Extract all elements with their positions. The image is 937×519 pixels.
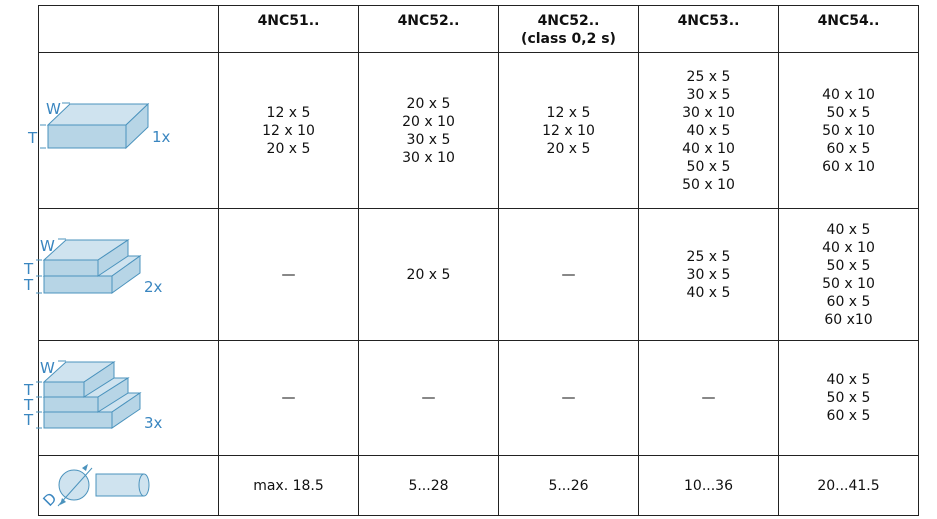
cell-line: 25 x 5: [686, 248, 731, 265]
table-cell: 40 x 5 40 x 10 50 x 5 50 x 10 60 x 5 60 x10: [778, 208, 919, 341]
cell-line: 12 x 5: [546, 104, 591, 121]
table-cell: —: [218, 208, 359, 341]
cell-line: 60 x 10: [822, 158, 875, 175]
table-cell: 40 x 10 50 x 5 50 x 10 60 x 5 60 x 10: [778, 52, 919, 209]
cell-line: 12 x 10: [542, 122, 595, 139]
cell-line: 12 x 10: [262, 122, 315, 139]
cell-line: 12 x 5: [266, 104, 311, 121]
cell-line: 20 x 5: [546, 140, 591, 157]
cell-line: 40 x 5: [686, 284, 731, 301]
cell-line: —: [421, 390, 436, 406]
cell-line: —: [561, 266, 576, 283]
cell-line: 40 x 5: [826, 221, 871, 238]
cell-line: 40 x 5: [826, 372, 871, 388]
width-label: W: [46, 100, 61, 118]
cell-line: 20...41.5: [817, 477, 880, 494]
cell-line: 60 x 5: [826, 293, 871, 310]
cell-line: —: [281, 266, 296, 283]
table-cell: —: [218, 340, 359, 456]
cell-line: 40 x 10: [682, 140, 735, 157]
cell-line: 20 x 5: [266, 140, 311, 157]
cell-line: —: [561, 390, 576, 406]
table-cell: —: [638, 340, 779, 456]
cell-line: 40 x 10: [822, 86, 875, 103]
column-name: 4NC54..: [817, 13, 880, 29]
cell-line: 60 x 5: [826, 408, 871, 424]
cell-line: 30 x 10: [402, 149, 455, 166]
cell-line: max. 18.5: [253, 477, 324, 494]
cell-line: 40 x 5: [686, 122, 731, 139]
table-cell: max. 18.5: [218, 455, 359, 516]
cell-line: 50 x 10: [682, 176, 735, 193]
table-cell: 5...26: [498, 455, 639, 516]
column-name: 4NC52..: [537, 13, 600, 29]
cell-line: 5...28: [408, 477, 449, 494]
column-header: 4NC52.. (class 0,2 s): [498, 5, 639, 53]
width-label: W: [40, 359, 55, 377]
cell-line: 30 x 5: [686, 86, 731, 103]
icon-3x: W T T T 3x: [23, 359, 163, 432]
table-cell: 5...28: [358, 455, 499, 516]
icon-1x: W T 1x: [27, 100, 171, 150]
column-header: 4NC54..: [778, 5, 919, 53]
cell-line: 60 x10: [824, 311, 873, 328]
column-name: 4NC52..: [397, 13, 460, 29]
table-cell: —: [498, 208, 639, 341]
icon-diameter: D: [40, 464, 150, 510]
cell-line: 50 x 5: [826, 257, 871, 274]
column-name: 4NC51..: [257, 13, 320, 29]
cell-line: 50 x 5: [686, 158, 731, 175]
table-cell: 10...36: [638, 455, 779, 516]
count-label: 2x: [144, 278, 163, 296]
count-label: 3x: [144, 414, 163, 432]
column-note: (class 0,2 s): [521, 31, 616, 47]
icon-2x: W T T 2x: [23, 237, 163, 296]
thickness-label: T: [23, 381, 34, 399]
thickness-label: T: [23, 276, 34, 294]
width-label: W: [40, 237, 55, 255]
cell-line: 5...26: [548, 477, 589, 494]
cell-line: 20 x 10: [402, 113, 455, 130]
cell-line: 60 x 5: [826, 140, 871, 157]
cell-line: —: [701, 390, 716, 406]
table-cell: 20...41.5: [778, 455, 919, 516]
thickness-label: T: [27, 129, 38, 147]
table-cell: 40 x 5 50 x 5 60 x 5: [778, 340, 919, 456]
cell-line: 50 x 10: [822, 122, 875, 139]
table-row: — — — — 40 x 5 50 x 5 60 x 5: [38, 340, 919, 456]
table-row: max. 18.5 5...28 5...26 10...36 20...41.5: [38, 455, 919, 516]
table-cell: 25 x 5 30 x 5 30 x 10 40 x 5 40 x 10 50 x 5 50…: [638, 52, 779, 209]
thickness-label: T: [23, 411, 34, 429]
thickness-label: T: [23, 396, 34, 414]
cell-line: 25 x 5: [686, 68, 731, 85]
table-cell: 12 x 5 12 x 10 20 x 5: [498, 52, 639, 209]
count-label: 1x: [152, 128, 171, 146]
table-cell: 25 x 5 30 x 5 40 x 5: [638, 208, 779, 341]
thickness-label: T: [23, 260, 34, 278]
table-cell: —: [358, 340, 499, 456]
diameter-label: D: [40, 489, 61, 510]
cell-line: 50 x 5: [826, 104, 871, 121]
cell-line: 30 x 10: [682, 104, 735, 121]
column-name: 4NC53..: [677, 13, 740, 29]
cell-line: 20 x 5: [406, 266, 451, 283]
cell-line: 30 x 5: [686, 266, 731, 283]
cell-line: 30 x 5: [406, 131, 451, 148]
cell-line: —: [281, 390, 296, 406]
cell-line: 10...36: [684, 477, 733, 494]
cell-line: 50 x 5: [826, 390, 871, 406]
cell-line: 20 x 5: [406, 95, 451, 112]
cell-line: 40 x 10: [822, 239, 875, 256]
cell-line: 50 x 10: [822, 275, 875, 292]
